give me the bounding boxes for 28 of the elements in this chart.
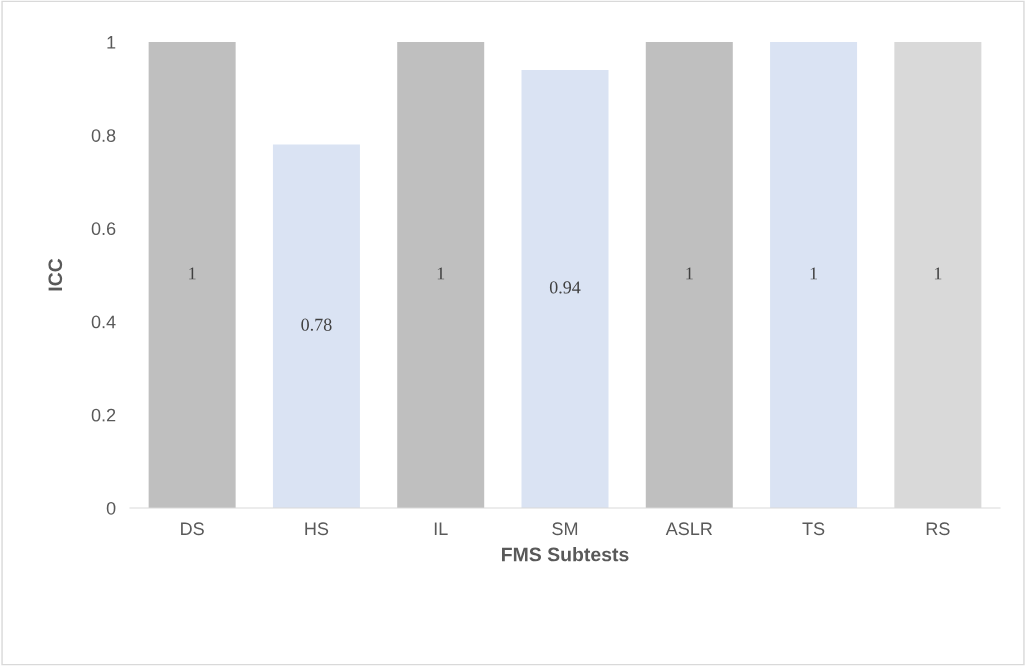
bar	[397, 42, 485, 508]
x-tick-label: SM	[552, 522, 578, 536]
data-label: 1	[686, 267, 693, 280]
x-tick-label: ASLR	[665, 522, 713, 536]
x-tick-label: DS	[181, 522, 204, 536]
bar	[272, 144, 360, 508]
data-label: 0.78	[301, 318, 332, 331]
y-tick-label: 0.6	[91, 222, 116, 236]
bar	[645, 42, 733, 508]
x-axis-title: FMS Subtests	[502, 547, 629, 562]
data-label: 1	[934, 267, 942, 280]
x-tick-label: HS	[305, 522, 329, 536]
x-tick-label: IL	[434, 522, 448, 535]
x-tick-label: TS	[802, 522, 825, 536]
bar	[148, 42, 236, 508]
x-tick-label: RS	[926, 522, 950, 536]
data-label: 1	[189, 267, 196, 280]
y-tick-label: 0.8	[91, 129, 116, 142]
y-tick-label: 0	[106, 501, 116, 515]
y-tick-label: 0.2	[91, 408, 116, 422]
bar	[521, 69, 609, 508]
data-label: 1	[437, 267, 445, 280]
bar	[770, 42, 858, 508]
data-label: 0.94	[549, 281, 581, 294]
y-tick-label: 1	[107, 36, 116, 49]
y-tick-label: 0.4	[91, 315, 116, 329]
data-label: 1	[810, 267, 817, 280]
y-axis-title: ICC	[48, 258, 63, 291]
